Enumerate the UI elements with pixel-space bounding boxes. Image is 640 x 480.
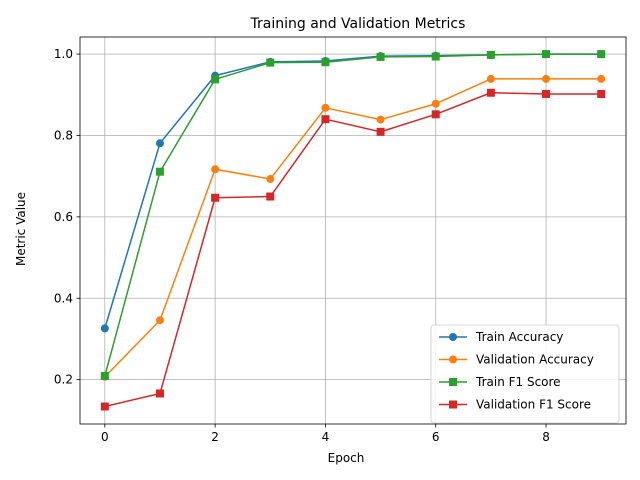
data-point [486, 88, 495, 97]
x-tick-label: 4 [322, 430, 330, 444]
axes-frame [79, 36, 627, 425]
x-axis-label: Epoch [328, 451, 365, 465]
ticks: 0 2 4 6 8 0.2 0.4 0.6 0.8 1.0 [54, 47, 550, 444]
legend-item: Train F1 Score [439, 375, 561, 389]
data-point [321, 103, 330, 112]
data-point [597, 50, 606, 59]
legend-box [430, 324, 620, 424]
chart-title: Training and Validation Metrics [250, 16, 466, 32]
data-point [431, 99, 440, 108]
legend: Train Accuracy Validation Accuracy Train F… [430, 324, 620, 424]
y-axis-label: Metric Value [14, 192, 28, 266]
data-point [321, 58, 330, 67]
y-tick-label: 0.2 [54, 373, 73, 387]
data-point [211, 165, 220, 174]
legend-label: Validation Accuracy [476, 353, 594, 367]
series-line [104, 78, 602, 378]
series-train-f1-score [100, 50, 606, 380]
data-point [100, 371, 109, 380]
data-point [266, 192, 275, 201]
data-point [155, 139, 164, 148]
data-point [486, 74, 495, 83]
data-point [431, 110, 440, 119]
legend-marker [449, 378, 457, 386]
legend-marker [449, 400, 457, 409]
x-tick-label: 8 [542, 430, 550, 444]
data-point [211, 75, 220, 84]
data-point [376, 115, 385, 124]
data-point [431, 52, 440, 61]
series-layer [100, 50, 606, 411]
data-point [266, 175, 275, 184]
data-point [597, 74, 606, 83]
data-point [542, 50, 551, 59]
data-point [542, 89, 551, 98]
series-line [104, 53, 602, 377]
data-point [155, 389, 164, 398]
legend-label: Train Accuracy [475, 330, 563, 344]
data-point [376, 127, 385, 136]
series-validation-accuracy [100, 74, 606, 381]
data-point [266, 58, 275, 67]
y-tick-label: 0.8 [54, 128, 73, 142]
y-tick-label: 0.4 [54, 291, 73, 305]
series-line [104, 92, 602, 408]
data-point [155, 167, 164, 176]
data-point [211, 193, 220, 202]
series-validation-f1-score [100, 88, 606, 411]
legend-label: Validation F1 Score [476, 398, 591, 412]
legend-marker [449, 355, 457, 364]
data-point [100, 402, 109, 411]
legend-marker [449, 333, 457, 341]
y-tick-label: 1.0 [54, 47, 73, 61]
data-point [597, 89, 606, 98]
legend-item: Train Accuracy [439, 330, 563, 344]
x-tick-label: 0 [101, 430, 109, 444]
data-point [376, 52, 385, 61]
data-point [321, 115, 330, 124]
legend-item: Validation Accuracy [439, 353, 594, 367]
x-tick-label: 6 [432, 430, 440, 444]
legend-item: Validation F1 Score [439, 398, 591, 412]
data-point [486, 50, 495, 59]
legend-label: Train F1 Score [475, 375, 561, 389]
data-point [100, 324, 109, 333]
data-point [155, 316, 164, 325]
data-point [542, 74, 551, 83]
x-tick-label: 2 [211, 430, 219, 444]
y-tick-label: 0.6 [54, 210, 73, 224]
